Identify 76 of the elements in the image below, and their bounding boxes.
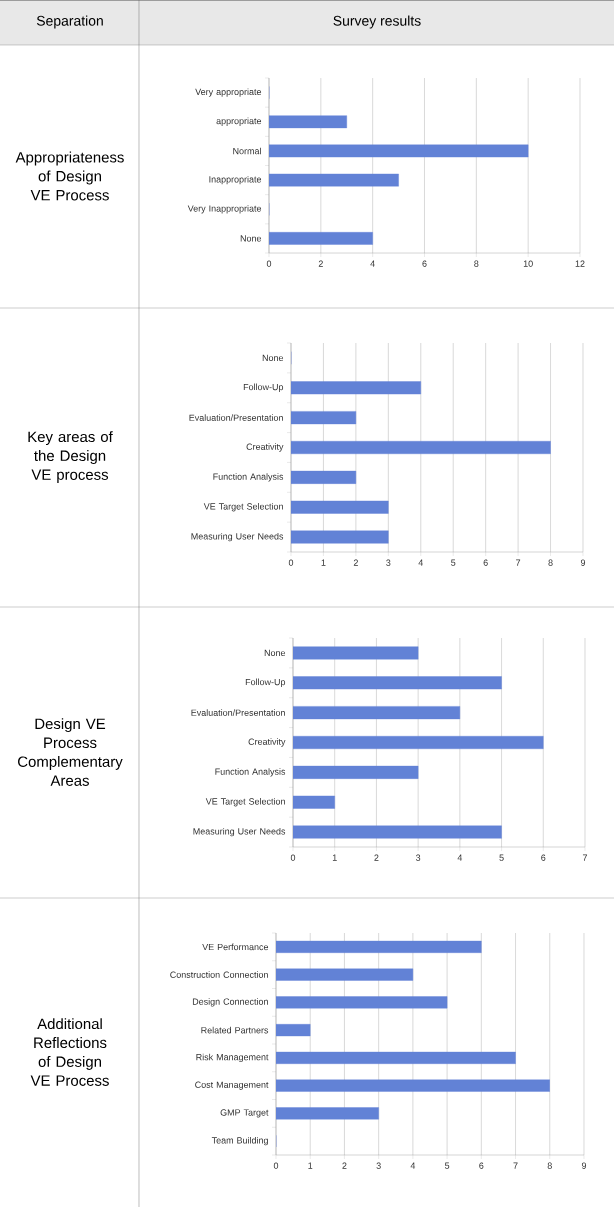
y-tick-label: Measuring User Needs (193, 827, 286, 837)
y-tick-label: Creativity (246, 443, 284, 452)
text: Additional Reflections of Design VE Process (30, 1018, 109, 1086)
x-tick-label: 2 (374, 854, 379, 861)
y-tick-label: Measuring User Needs (191, 532, 284, 542)
y-tick-label: Construction Connection (170, 971, 268, 978)
y-tick-label: Team Building (211, 1136, 268, 1146)
x-tick-label: 8 (548, 559, 553, 566)
x-tick-label: 1 (308, 1162, 313, 1169)
x-tick-label: 10 (523, 260, 533, 267)
bar (292, 676, 502, 690)
x-tick-label: 7 (516, 559, 521, 566)
x-tick-label: 0 (266, 260, 272, 267)
y-tick-label: Design Connection (192, 998, 268, 1007)
text: Key areas of the Design VE process (28, 431, 113, 483)
y-tick-label: Creativity (248, 738, 286, 747)
y-tick-label: Inappropriate (209, 175, 262, 185)
bar (292, 646, 419, 660)
x-tick-label: 0 (288, 559, 294, 566)
x-tick-label: 6 (479, 1162, 484, 1169)
x-tick-label: 1 (321, 559, 326, 566)
x-tick-label: 9 (581, 1162, 587, 1169)
x-tick-label: 0 (273, 1162, 279, 1169)
bar (292, 825, 502, 839)
y-tick-label: Risk Management (196, 1053, 269, 1063)
y-tick-label: None (262, 354, 284, 362)
x-tick-label: 8 (547, 1162, 552, 1169)
x-tick-label: 2 (353, 559, 358, 566)
text: Separation (36, 15, 103, 29)
y-tick-label: Function Analysis (213, 473, 284, 482)
y-tick-label: Follow-Up (243, 383, 284, 392)
x-tick-label: 6 (483, 559, 488, 566)
x-tick-label: 4 (370, 260, 375, 267)
y-tick-label: Follow-Up (245, 678, 286, 687)
x-tick-label: 3 (415, 854, 421, 861)
text: Design VE Process Complementary Areas (18, 718, 123, 786)
x-tick-label: 2 (342, 1162, 347, 1169)
x-tick-label: 0 (290, 854, 296, 861)
y-tick-label: Very Inappropriate (187, 205, 262, 214)
y-tick-label: GMP Target (220, 1109, 269, 1118)
y-tick-label: Function Analysis (215, 768, 286, 777)
y-tick-label: Normal (233, 147, 261, 155)
x-tick-label: 7 (513, 1162, 518, 1169)
x-tick-label: 2 (318, 260, 323, 267)
y-tick-label: Cost Management (195, 1081, 269, 1090)
x-tick-label: 8 (474, 260, 479, 267)
bar (292, 736, 544, 749)
x-tick-label: 3 (386, 559, 391, 566)
x-tick-label: 5 (499, 854, 504, 861)
bar (292, 795, 335, 809)
y-tick-label: Evaluation/Presentation (191, 709, 285, 716)
y-tick-label: Evaluation/Presentation (189, 414, 283, 421)
x-tick-label: 6 (541, 854, 546, 861)
x-tick-label: 5 (451, 559, 456, 566)
x-tick-label: 7 (582, 854, 588, 861)
text: Appropriateness of Design VE Process (15, 151, 124, 201)
x-tick-label: 3 (376, 1162, 381, 1169)
x-tick-label: 1 (332, 854, 337, 861)
y-tick-label: None (264, 649, 286, 657)
y-tick-label: appropriate (216, 117, 262, 126)
bar (292, 706, 461, 720)
y-tick-label: VE Performance (202, 943, 269, 951)
x-tick-label: 5 (444, 1162, 450, 1169)
x-tick-label: 12 (575, 260, 585, 267)
y-tick-label: VE Target Selection (203, 503, 283, 512)
y-tick-label: Related Partners (201, 1026, 269, 1034)
x-tick-label: 9 (580, 559, 586, 566)
x-tick-label: 4 (410, 1162, 416, 1169)
y-tick-label: Very appropriate (195, 88, 262, 97)
text: Survey results (333, 15, 421, 29)
bar (292, 765, 419, 779)
x-tick-label: 4 (457, 854, 463, 861)
y-tick-label: VE Target Selection (205, 798, 285, 807)
x-tick-label: 6 (422, 260, 427, 267)
y-tick-label: None (240, 235, 262, 242)
x-tick-label: 4 (418, 559, 423, 566)
